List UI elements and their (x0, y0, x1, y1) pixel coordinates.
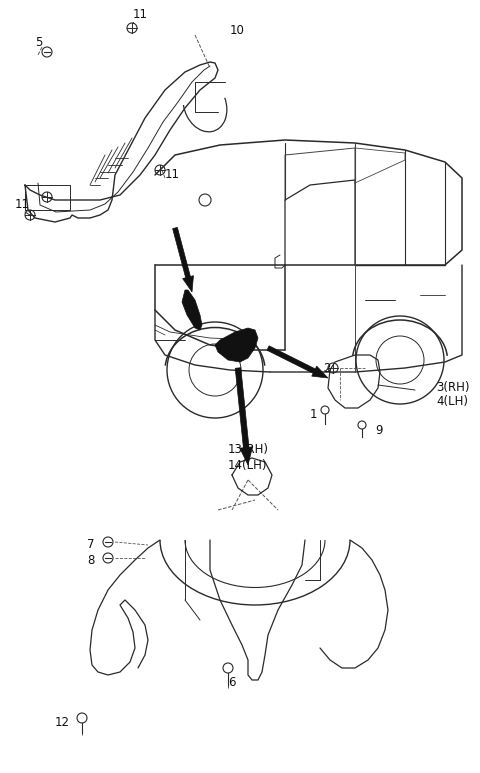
Text: 9: 9 (375, 424, 383, 437)
Polygon shape (173, 227, 193, 292)
Polygon shape (215, 328, 258, 362)
Text: 11: 11 (165, 169, 180, 182)
Text: 2: 2 (323, 362, 331, 374)
Text: 12: 12 (55, 717, 70, 730)
Text: 3(RH): 3(RH) (436, 382, 469, 394)
Polygon shape (235, 368, 252, 465)
Text: 4(LH): 4(LH) (436, 396, 468, 408)
Text: 6: 6 (228, 676, 236, 690)
Text: 14(LH): 14(LH) (228, 458, 267, 472)
Text: 11: 11 (15, 199, 30, 212)
Text: 5: 5 (35, 36, 42, 49)
Text: 13(RH): 13(RH) (228, 444, 269, 457)
Polygon shape (267, 346, 328, 378)
Text: 11: 11 (133, 9, 148, 22)
Text: 7: 7 (87, 537, 95, 550)
Text: 8: 8 (87, 553, 95, 567)
Polygon shape (182, 290, 202, 330)
Text: 10: 10 (230, 23, 245, 36)
Text: 1: 1 (310, 408, 317, 421)
